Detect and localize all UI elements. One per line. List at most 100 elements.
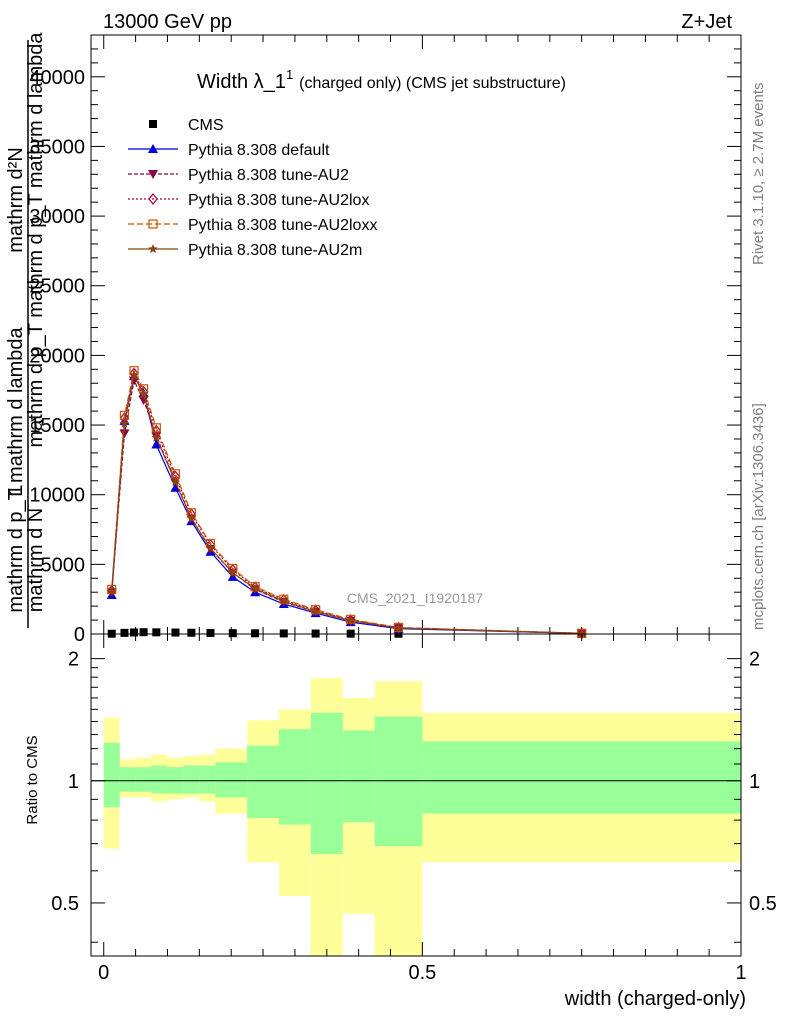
- main-title-superscript: 1: [286, 67, 293, 82]
- legend-marker: [149, 120, 157, 128]
- rivet-label: Rivet 3.1.10, ≥ 2.7M events: [750, 83, 767, 266]
- main-title-rest: (charged only) (CMS jet substructure): [299, 75, 566, 92]
- data-point: [171, 628, 180, 637]
- green-band-bin: [183, 765, 200, 794]
- data-point: [250, 583, 260, 593]
- data-point: [205, 543, 216, 553]
- data-point: [310, 606, 321, 616]
- legend-marker: [148, 193, 158, 205]
- y-tick-label: 25000: [29, 276, 85, 298]
- green-band-bin: [374, 716, 423, 847]
- legend-marker: [148, 244, 158, 253]
- ratio-bands: [103, 678, 741, 956]
- data-point: [119, 429, 130, 439]
- green-band-bin: [151, 765, 168, 794]
- analysis-watermark: CMS_2021_I1920187: [347, 590, 483, 606]
- data-point: [151, 439, 162, 449]
- x-tick-labels: 0 0.5 1: [98, 962, 746, 984]
- y-label-dn: mathrm d²N: [5, 147, 27, 253]
- green-band-bin: [119, 767, 136, 792]
- main-axis-ticks: [91, 34, 742, 635]
- data-point: [279, 596, 289, 606]
- data-point: [152, 628, 161, 637]
- green-band-bin: [278, 729, 311, 825]
- ratio-y-tick-label: 1: [68, 771, 79, 793]
- data-point: [228, 629, 237, 638]
- y-tick-label: 20000: [29, 345, 85, 367]
- data-point: [228, 567, 238, 577]
- data-point: [393, 623, 404, 633]
- legend: CMS Pythia 8.308 default Pythia 8.308 tune…: [128, 117, 377, 259]
- data-point: [106, 584, 117, 597]
- green-band-bin: [199, 765, 216, 794]
- data-point: [228, 563, 238, 576]
- data-point: [151, 432, 162, 442]
- legend-marker: [148, 144, 158, 153]
- ratio-axis-ticks: [91, 634, 742, 956]
- main-title: Width λ_11 (charged only) (CMS jet substr…: [197, 67, 566, 93]
- series-5: [107, 369, 587, 638]
- ratio-plot-panel: 0.5 0.51 12 2 0 0.5 1 Ratio to CMS width (cha…: [24, 633, 777, 1010]
- ratio-y-tick-labels: 0.5 0.5 1 1 2 2: [51, 649, 777, 915]
- data-point: [279, 629, 288, 638]
- data-point: [119, 418, 130, 428]
- x-tick-label: 0.5: [408, 962, 436, 984]
- y-label-dn-lower: mathrm d N: [25, 508, 47, 612]
- y-tick-label: 35000: [29, 136, 85, 158]
- series-line: [111, 371, 582, 634]
- data-point: [129, 369, 139, 379]
- main-title-text: Width λ_1: [197, 71, 286, 93]
- data-point: [120, 628, 129, 637]
- data-point: [170, 482, 181, 492]
- data-point: [576, 628, 587, 638]
- data-point: [206, 628, 215, 637]
- main-y-tick-labels: 0 5000 10000 15000 20000 25000 30000 35000 40000: [29, 67, 85, 646]
- y-tick-label: 0: [74, 624, 85, 646]
- ratio-y-tick-label-right: 1: [749, 771, 760, 793]
- data-point: [151, 423, 161, 433]
- legend-label: Pythia 8.308 tune-AU2loxx: [188, 217, 377, 234]
- y-label-denominator-1: mathrm d p_T mathrm d p_T mathrm d lambd…: [25, 32, 47, 448]
- x-axis-label: width (charged-only): [564, 988, 746, 1010]
- x-tick-label: 0: [98, 962, 109, 984]
- ratio-y-tick-label-right: 0.5: [749, 893, 777, 915]
- green-band-bin: [247, 745, 279, 818]
- ratio-y-label: Ratio to CMS: [24, 735, 41, 824]
- data-point: [107, 586, 117, 596]
- y-tick-label: 10000: [29, 485, 85, 507]
- legend-label: Pythia 8.308 default: [188, 142, 330, 159]
- x-tick-label: 1: [735, 962, 746, 984]
- legend-label: Pythia 8.308 tune-AU2: [188, 167, 349, 184]
- legend-label: Pythia 8.308 tune-AU2lox: [188, 192, 369, 209]
- main-plot-panel: 0 5000 10000 15000 20000 25000 30000 35000 40000…: [5, 32, 742, 646]
- data-point: [186, 513, 197, 523]
- data-point: [250, 581, 260, 594]
- y-label-denominator-2: mathrm d p_T mathrm d lambda: [5, 326, 27, 612]
- green-band-bin: [342, 730, 375, 823]
- green-band-bin: [422, 741, 741, 814]
- legend-label: CMS: [188, 117, 224, 134]
- data-point: [345, 615, 356, 625]
- green-band-bin: [310, 712, 343, 855]
- data-point: [138, 389, 149, 399]
- y-label-one: 1: [5, 484, 27, 495]
- data-point: [187, 628, 196, 637]
- mcplots-label: mcplots.cern.ch [arXiv:1306.3436]: [750, 403, 767, 630]
- header-left: 13000 GeV pp: [103, 11, 232, 33]
- ratio-y-tick-label: 0.5: [51, 893, 79, 915]
- ratio-y-tick-label: 2: [68, 649, 79, 671]
- ratio-y-tick-label-right: 2: [749, 649, 760, 671]
- ratio-plot-frame: [90, 633, 742, 957]
- legend-marker: [148, 219, 158, 229]
- y-tick-label: 40000: [29, 67, 85, 89]
- data-point: [138, 395, 149, 405]
- y-tick-label: 30000: [29, 206, 85, 228]
- green-band-bin: [135, 767, 152, 792]
- data-point: [129, 367, 139, 380]
- legend-marker: [148, 170, 158, 179]
- green-band-bin: [215, 762, 248, 798]
- header-right: Z+Jet: [681, 11, 732, 33]
- data-point: [251, 629, 260, 638]
- data-point: [139, 628, 148, 637]
